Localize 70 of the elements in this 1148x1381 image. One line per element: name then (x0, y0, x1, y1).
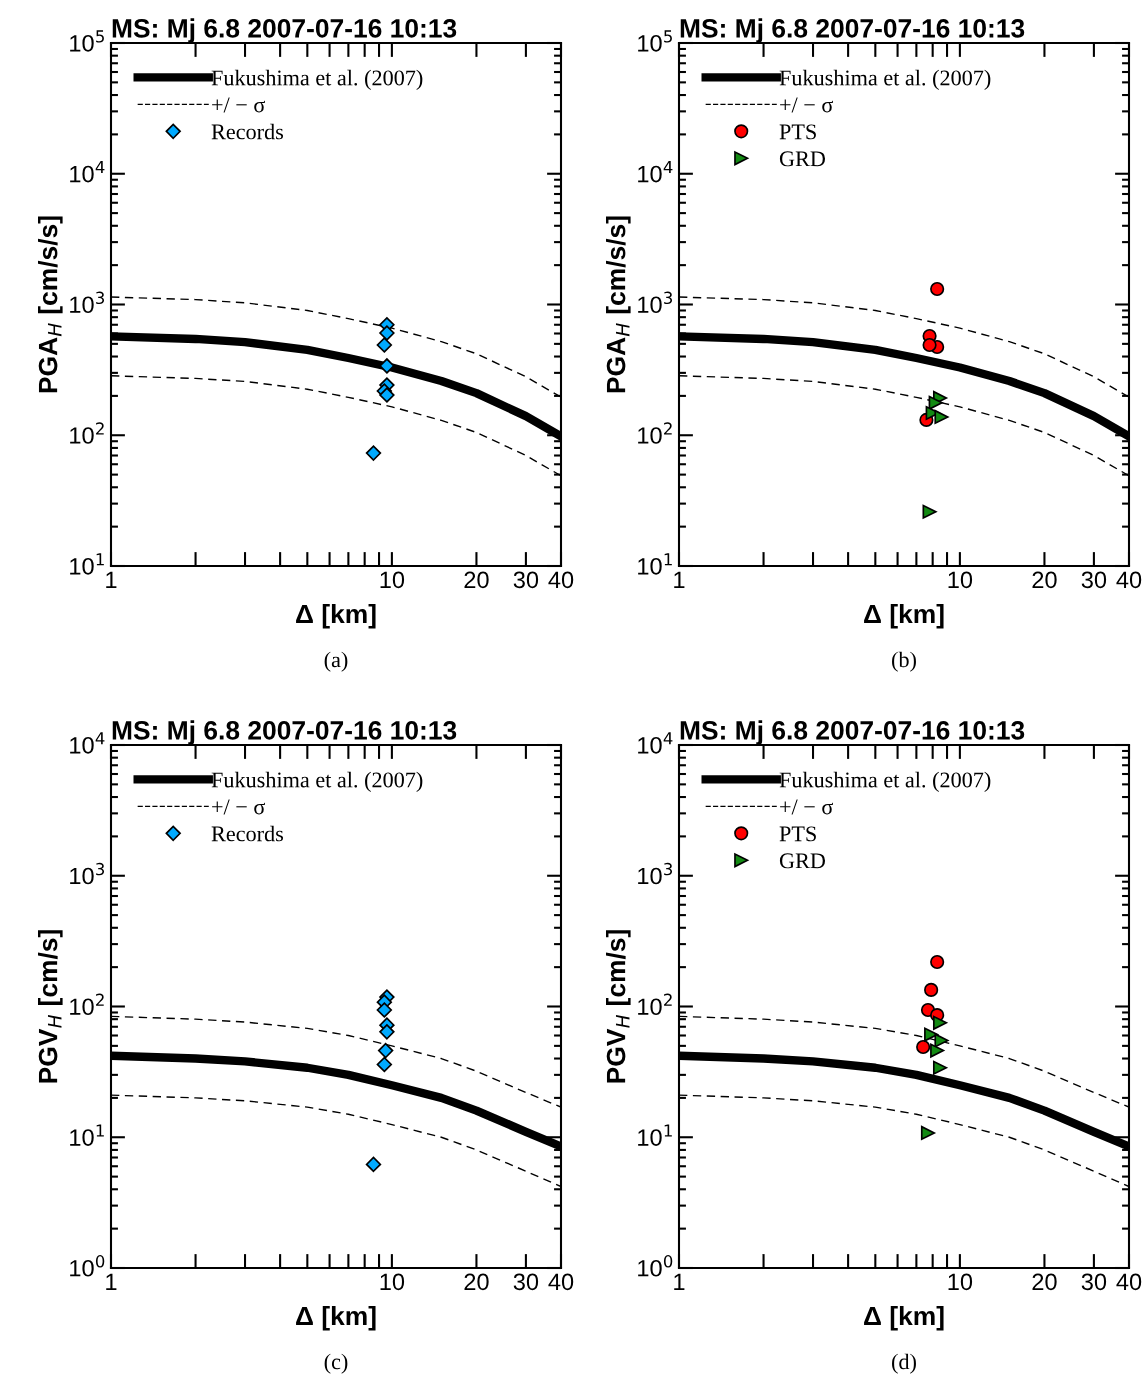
legend-label: GRD (779, 151, 826, 167)
legend-label: Fukushima et al. (2007) (779, 771, 991, 792)
y-tick-label: 10$^{3}$ (70, 862, 105, 885)
text: (d) (892, 1353, 916, 1374)
y-tick-label: 10$^{4}$ (70, 161, 105, 183)
x-tick-label: 1 (106, 571, 117, 588)
y-axis-title: PGV$_{H}$ [cm/s] (606, 930, 631, 1083)
x-tick-label: 20 (464, 1273, 489, 1291)
legend-label: Fukushima et al. (2007) (779, 69, 991, 90)
x-tick-label: 1 (674, 1273, 685, 1290)
y-axis-title: PGV$_{H}$ [cm/s] (38, 930, 63, 1083)
y-tick-label: 10$^{4}$ (638, 161, 673, 183)
y-tick-label: 10$^{1}$ (638, 1124, 672, 1146)
legend-label: Fukushima et al. (2007) (211, 771, 423, 792)
x-tick-label: 10 (948, 571, 973, 589)
y-tick-label: 10$^{2}$ (638, 422, 672, 444)
y-tick-label: 10$^{0}$ (638, 1255, 673, 1277)
x-tick-label: 30 (1081, 1273, 1107, 1291)
x-tick-label: 30 (513, 1273, 539, 1291)
legend-label: Fukushima et al. (2007) (211, 69, 423, 90)
y-tick-label: 10$^{1}$ (70, 1124, 104, 1146)
y-tick-label: 10$^{1}$ (638, 553, 672, 575)
y-tick-label: 10$^{4}$ (638, 732, 673, 754)
x-tick-label: 40 (548, 1273, 574, 1291)
y-tick-label: 10$^{5}$ (638, 30, 672, 52)
x-tick-label: 30 (513, 571, 539, 589)
y-tick-label: 10$^{3}$ (70, 291, 105, 314)
x-tick-label: 10 (380, 1273, 405, 1291)
x-tick-label: 20 (1032, 571, 1057, 589)
x-tick-label: 40 (1116, 571, 1142, 589)
x-axis-title: Δ [km] (296, 1305, 376, 1331)
y-tick-label: 10$^{2}$ (638, 993, 672, 1016)
y-tick-label: 10$^{4}$ (70, 732, 105, 754)
x-tick-label: 40 (548, 571, 574, 589)
y-tick-label: 10$^{5}$ (70, 30, 104, 52)
chart-title: MS: Mj 6.8 2007-07-16 10:13 (680, 720, 1025, 745)
y-tick-label: 10$^{3}$ (638, 291, 673, 314)
x-tick-label: 1 (106, 1273, 117, 1290)
y-tick-label: 10$^{3}$ (638, 862, 673, 885)
legend-label: Records (211, 825, 284, 842)
x-tick-label: 30 (1081, 571, 1107, 589)
x-tick-label: 20 (464, 571, 489, 589)
chart-title: MS: Mj 6.8 2007-07-16 10:13 (680, 18, 1025, 43)
legend-label: PTS (779, 124, 816, 140)
y-axis-title: PGA$_{H}$ [cm/s/s] (38, 216, 63, 393)
legend-label: +/ − σ (780, 799, 833, 815)
x-axis-title: Δ [km] (864, 603, 944, 629)
x-tick-label: 20 (1032, 1273, 1057, 1291)
y-tick-label: 10$^{2}$ (70, 422, 104, 444)
x-axis-title: Δ [km] (296, 603, 376, 629)
x-tick-label: 40 (1116, 1273, 1142, 1291)
y-tick-label: 10$^{2}$ (70, 993, 104, 1016)
x-axis-title: Δ [km] (864, 1305, 944, 1331)
legend-label: PTS (779, 826, 816, 842)
text: (b) (892, 651, 916, 672)
legend-label: Records (211, 123, 284, 140)
x-tick-label: 10 (380, 571, 405, 589)
text: (c) (324, 1353, 348, 1374)
y-tick-label: 10$^{0}$ (70, 1255, 105, 1277)
legend-label: +/ − σ (212, 97, 265, 113)
chart-title: MS: Mj 6.8 2007-07-16 10:13 (112, 720, 457, 745)
x-tick-label: 1 (674, 571, 685, 588)
legend-label: +/ − σ (780, 97, 833, 113)
legend-label: +/ − σ (212, 799, 265, 815)
legend-label: GRD (779, 853, 826, 869)
y-tick-label: 10$^{1}$ (70, 553, 104, 575)
text: (a) (324, 651, 348, 672)
x-tick-label: 10 (948, 1273, 973, 1291)
chart-title: MS: Mj 6.8 2007-07-16 10:13 (112, 18, 457, 43)
y-axis-title: PGA$_{H}$ [cm/s/s] (606, 216, 631, 393)
